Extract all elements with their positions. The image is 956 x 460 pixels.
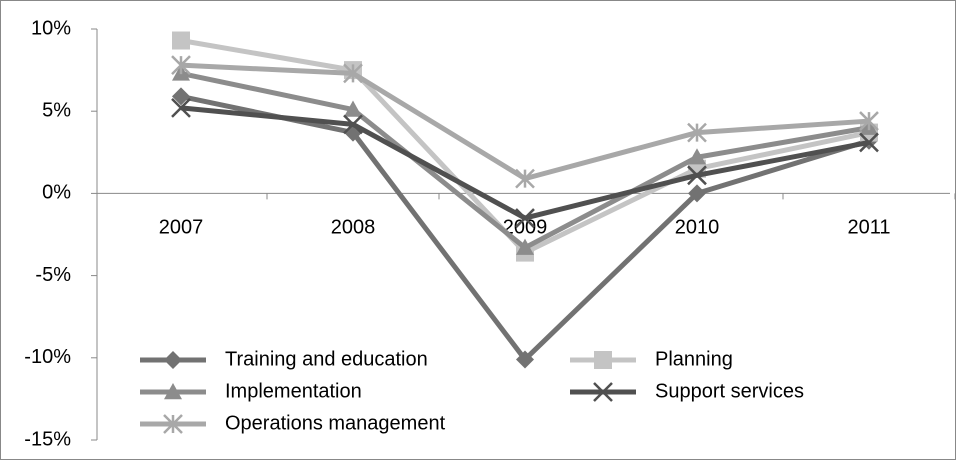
data-point bbox=[859, 132, 879, 153]
data-point bbox=[859, 111, 879, 131]
legend-marker bbox=[163, 414, 183, 434]
y-tick-label: -5% bbox=[35, 264, 71, 286]
x-tick-label: 2010 bbox=[675, 217, 720, 239]
data-point bbox=[688, 148, 706, 165]
data-point bbox=[687, 165, 707, 186]
y-tick-label: 5% bbox=[42, 99, 71, 121]
data-point bbox=[172, 87, 190, 106]
legend-marker bbox=[593, 382, 613, 402]
legend-label: Implementation bbox=[225, 380, 362, 402]
data-point bbox=[344, 100, 362, 117]
legend-label: Support services bbox=[655, 380, 804, 402]
data-point bbox=[687, 122, 707, 143]
data-point bbox=[516, 350, 534, 369]
data-point bbox=[343, 114, 363, 135]
y-tick-label: -10% bbox=[24, 346, 71, 368]
x-tick-label: 2007 bbox=[159, 217, 204, 239]
data-point bbox=[688, 184, 706, 203]
data-point bbox=[516, 238, 534, 255]
data-point bbox=[343, 63, 363, 84]
x-tick-label: 2008 bbox=[331, 217, 376, 239]
y-tick-label: -15% bbox=[24, 428, 71, 450]
x-tick-label: 2009 bbox=[503, 217, 548, 239]
data-point bbox=[172, 31, 190, 50]
data-point bbox=[515, 168, 535, 189]
legend-label: Planning bbox=[655, 348, 733, 370]
x-tick-label: 2011 bbox=[847, 217, 890, 239]
data-point bbox=[171, 98, 191, 118]
legend-label: Training and education bbox=[225, 348, 428, 370]
legend-label: Operations management bbox=[225, 412, 446, 434]
data-point bbox=[171, 55, 191, 76]
data-point bbox=[515, 208, 535, 228]
legend-marker bbox=[594, 351, 612, 369]
legend-marker bbox=[164, 383, 182, 400]
y-tick-label: 0% bbox=[42, 182, 71, 204]
y-tick-label: 10% bbox=[31, 17, 71, 39]
legend-marker bbox=[164, 351, 182, 369]
